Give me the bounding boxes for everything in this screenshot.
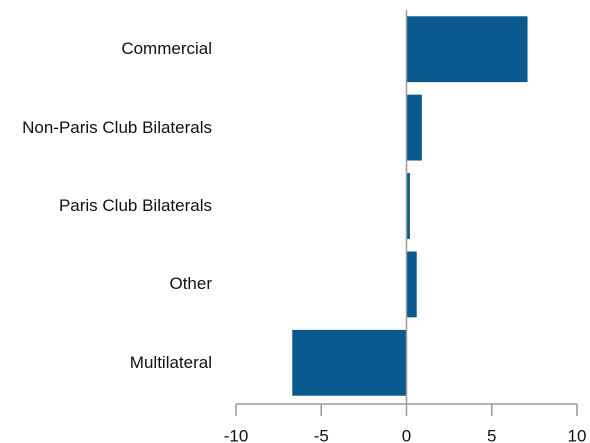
bar: [406, 173, 410, 239]
x-tick-label: -10: [224, 426, 249, 443]
category-label: Non-Paris Club Bilaterals: [22, 117, 212, 137]
x-tick-label: -5: [314, 426, 329, 443]
category-label: Other: [169, 274, 212, 294]
x-tick-label: 5: [487, 426, 496, 443]
bar: [406, 94, 422, 161]
bar: [292, 329, 407, 396]
bar: [406, 251, 417, 318]
bar: [406, 16, 528, 83]
x-tick-label: 0: [402, 426, 411, 443]
category-label: Paris Club Bilaterals: [58, 196, 212, 215]
category-label: Multilateral: [129, 352, 212, 372]
category-label: Commercial: [121, 39, 212, 59]
x-tick-label: 10: [568, 426, 587, 443]
